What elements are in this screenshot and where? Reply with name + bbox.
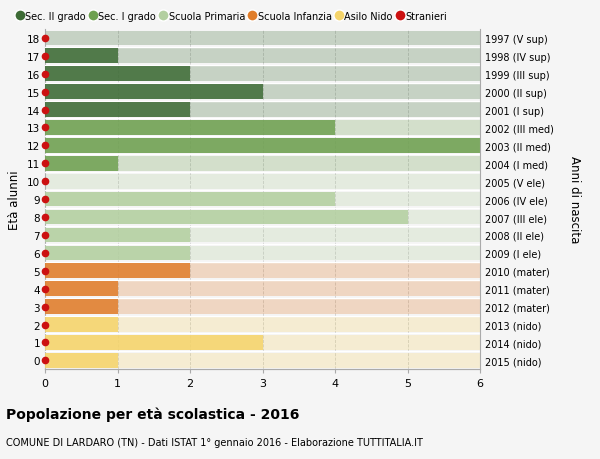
Text: Popolazione per età scolastica - 2016: Popolazione per età scolastica - 2016	[6, 406, 299, 421]
Bar	[45, 353, 480, 368]
Bar	[45, 85, 480, 100]
Bar	[45, 264, 480, 279]
Bar	[45, 228, 480, 243]
Text: COMUNE DI LARDARO (TN) - Dati ISTAT 1° gennaio 2016 - Elaborazione TUTTITALIA.IT: COMUNE DI LARDARO (TN) - Dati ISTAT 1° g…	[6, 437, 423, 447]
Y-axis label: Anni di nascita: Anni di nascita	[568, 156, 581, 243]
Bar	[45, 49, 118, 64]
Bar	[45, 49, 480, 64]
Bar	[45, 121, 335, 135]
Bar	[45, 192, 335, 207]
Bar	[45, 246, 480, 261]
Bar	[45, 174, 480, 189]
Bar	[45, 300, 118, 314]
Bar	[45, 210, 407, 225]
Legend: Sec. II grado, Sec. I grado, Scuola Primaria, Scuola Infanzia, Asilo Nido, Stran: Sec. II grado, Sec. I grado, Scuola Prim…	[17, 11, 447, 22]
Bar	[45, 67, 480, 82]
Bar	[45, 282, 480, 297]
Bar	[45, 67, 190, 82]
Bar	[45, 264, 190, 279]
Bar	[45, 318, 118, 332]
Bar	[45, 121, 480, 135]
Bar	[45, 139, 480, 153]
Bar	[45, 353, 118, 368]
Bar	[45, 246, 190, 261]
Bar	[45, 32, 480, 46]
Bar	[45, 103, 190, 118]
Bar	[45, 210, 480, 225]
Bar	[45, 336, 263, 350]
Bar	[45, 228, 190, 243]
Bar	[45, 282, 118, 297]
Bar	[45, 85, 263, 100]
Bar	[45, 103, 480, 118]
Y-axis label: Età alunni: Età alunni	[8, 170, 22, 230]
Bar	[45, 157, 480, 171]
Bar	[45, 157, 118, 171]
Bar	[45, 192, 480, 207]
Bar	[45, 318, 480, 332]
Bar	[45, 139, 480, 153]
Bar	[45, 300, 480, 314]
Bar	[45, 336, 480, 350]
